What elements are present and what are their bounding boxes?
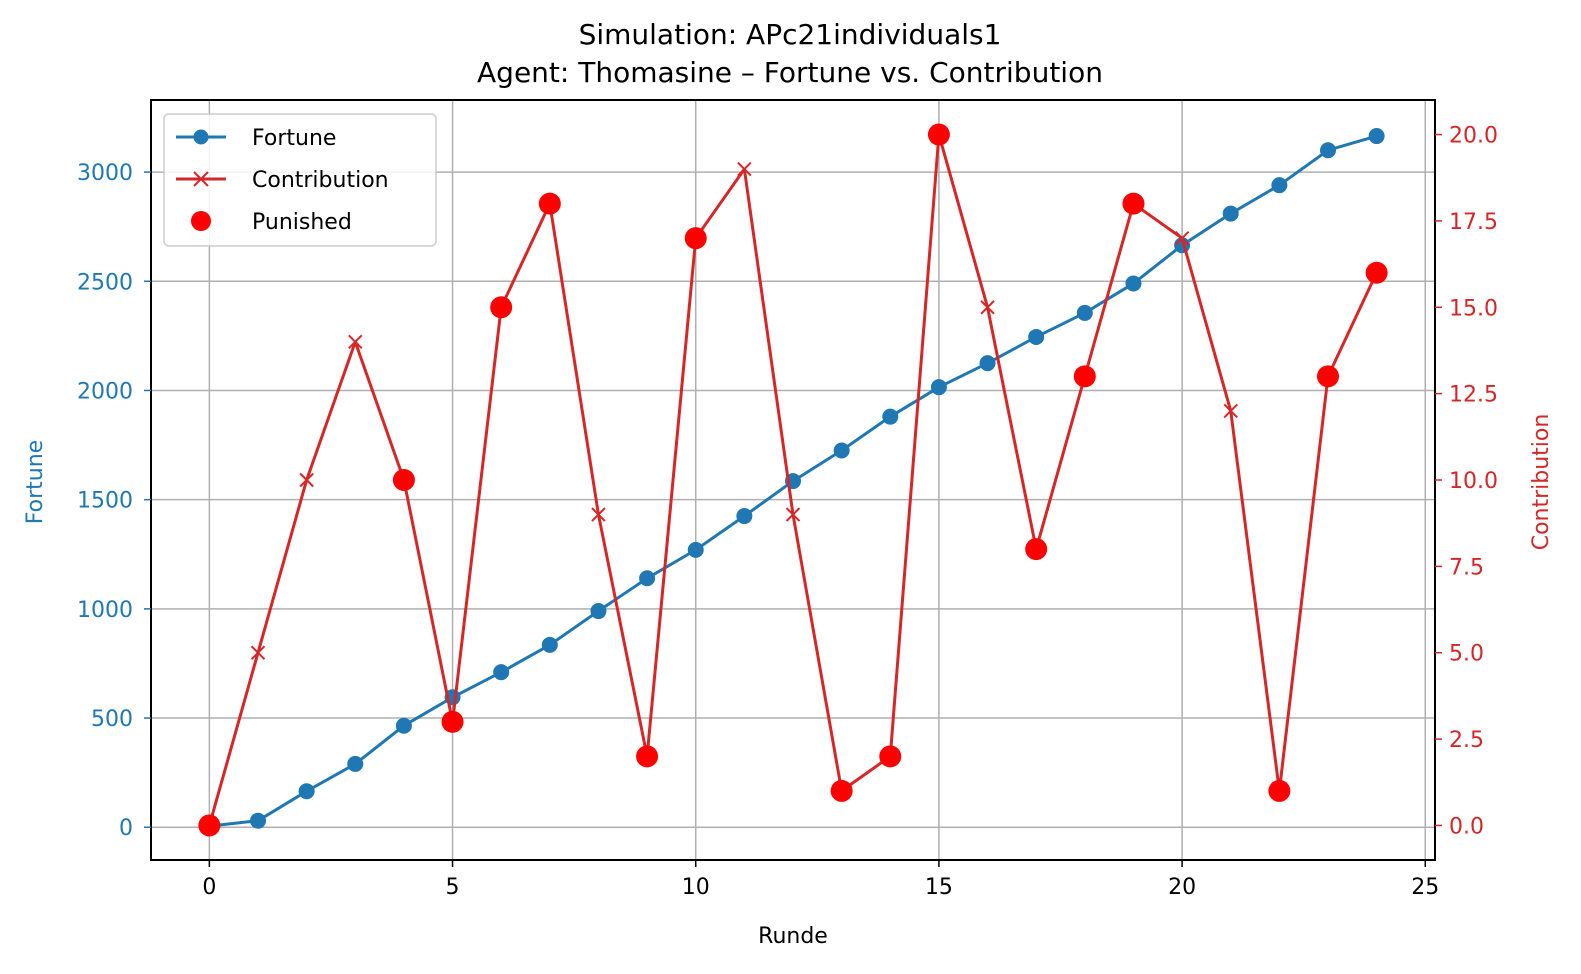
punished-point [830, 779, 853, 802]
punished-point [441, 710, 464, 733]
contribution-point [299, 472, 314, 488]
fortune-point [979, 355, 996, 372]
fortune-point [347, 755, 364, 772]
fortune-point [833, 442, 850, 459]
y2-tick-label: 20.0 [1449, 124, 1498, 149]
legend-fortune-marker [193, 129, 209, 145]
punished-point [1268, 779, 1291, 802]
x-tick-label: 25 [1411, 875, 1439, 900]
contribution-point [980, 300, 995, 315]
punished-point [636, 745, 659, 768]
punished-point [879, 745, 902, 768]
punished-point [1025, 538, 1048, 561]
chart-title: Simulation: APc21individuals1 [579, 18, 1002, 51]
fortune-point [1076, 304, 1093, 321]
contribution-point [1223, 403, 1238, 419]
contribution-point [1174, 230, 1190, 246]
y2-tick-label: 17.5 [1449, 210, 1498, 235]
contribution-point [250, 645, 266, 660]
y-tick-label: 2500 [77, 270, 133, 295]
chart-subtitle: Agent: Thomasine – Fortune vs. Contribut… [477, 56, 1103, 89]
fortune-point [298, 783, 315, 800]
y2-tick-label: 15.0 [1449, 296, 1498, 321]
fortune-point [639, 570, 656, 587]
fortune-point [395, 717, 412, 734]
y2-tick-label: 10.0 [1449, 469, 1498, 494]
y-tick-label: 3000 [77, 161, 133, 186]
y-tick-label: 1000 [77, 598, 133, 623]
contribution-point [348, 334, 363, 350]
y-tick-label: 0 [119, 816, 133, 841]
x-tick-label: 0 [202, 875, 216, 900]
punished-point [927, 123, 950, 146]
contribution-point [785, 507, 801, 522]
legend-fortune-label: Fortune [252, 126, 336, 151]
fortune-point [1222, 205, 1239, 222]
punished-point [1073, 365, 1096, 388]
contribution-point [737, 161, 752, 177]
legend-contribution-marker [193, 171, 209, 187]
y2-tick-label: 0.0 [1449, 814, 1484, 839]
y-tick-label: 1500 [77, 489, 133, 514]
y-tick-label: 500 [91, 707, 133, 732]
x-tick-label: 20 [1168, 875, 1196, 900]
x-tick-label: 10 [682, 875, 710, 900]
fortune-point [1320, 142, 1336, 159]
fortune-point [1028, 328, 1045, 345]
punished-point [538, 192, 561, 215]
fortune-point [1271, 177, 1288, 194]
punished-point [1317, 365, 1339, 388]
fortune-point [1125, 275, 1142, 292]
fortune-point [882, 408, 899, 425]
y2-tick-label: 5.0 [1449, 642, 1484, 667]
y-tick-label: 2000 [77, 379, 133, 404]
y-axis-label: Fortune [23, 440, 48, 524]
fortune-point [687, 541, 704, 558]
grid [151, 100, 1435, 860]
fortune-point [590, 603, 607, 620]
punished-point [490, 296, 513, 319]
x-axis-label: Runde [758, 924, 828, 949]
axes: 0 5 10 15 20 25 0 500 1000 1500 2000 2500 3000 0.0 2.5… [77, 124, 1498, 900]
fortune-point [493, 664, 510, 681]
y2-axis-label: Contribution [1529, 414, 1554, 551]
fortune-point [736, 508, 753, 525]
legend-contribution-label: Contribution [252, 168, 389, 193]
punished-point [1122, 192, 1145, 215]
fortune-point [250, 812, 266, 829]
punished-point [392, 469, 415, 491]
x-tick-label: 15 [925, 875, 953, 900]
y2-tick-label: 7.5 [1449, 555, 1484, 580]
legend: Fortune Contribution Punished [163, 113, 437, 247]
fortune-point [930, 379, 947, 396]
y2-tick-label: 12.5 [1449, 383, 1498, 408]
legend-punished-label: Punished [252, 210, 352, 235]
punished-point [684, 227, 707, 250]
legend-punished-marker [191, 211, 211, 231]
fortune-point [1368, 128, 1385, 145]
punished-point [198, 814, 221, 837]
fortune-point [541, 636, 558, 653]
punished-point [1365, 261, 1388, 284]
y2-tick-label: 2.5 [1449, 728, 1484, 753]
legend-box [163, 113, 437, 247]
x-tick-label: 5 [446, 875, 460, 900]
series-layer [198, 123, 1388, 837]
contribution-point [591, 507, 606, 522]
